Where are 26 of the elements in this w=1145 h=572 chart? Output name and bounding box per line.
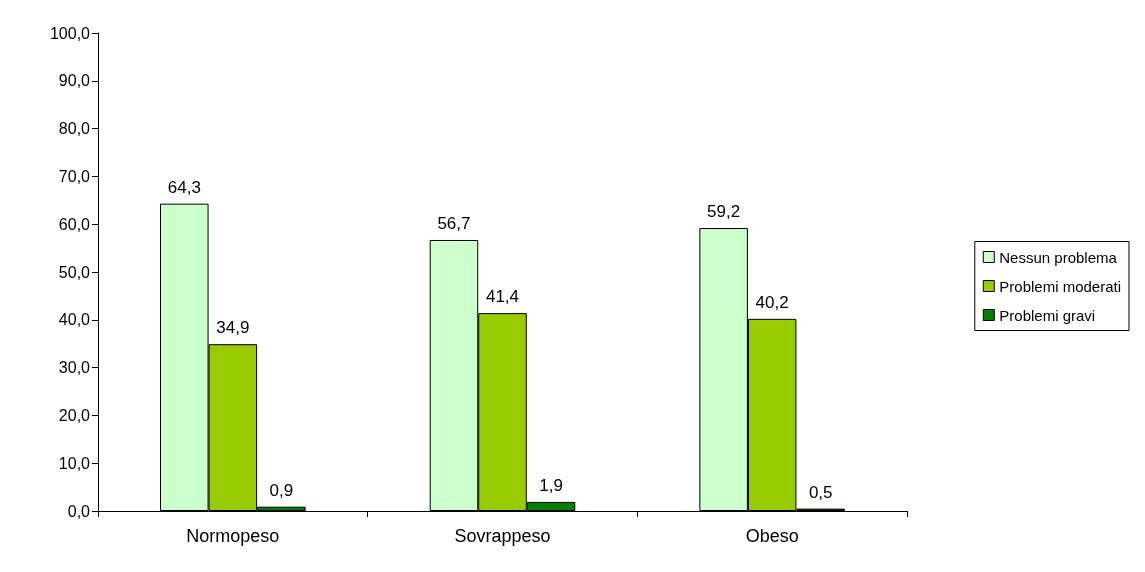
data-label: 40,2 [755,292,789,312]
x-tick-label: Normopeso [186,526,280,546]
y-tick-label: 60,0 [58,215,91,233]
y-tick-label: 10,0 [58,454,91,472]
y-tick-label: 100,0 [49,24,91,42]
data-label: 1,9 [539,475,563,495]
data-label: 34,9 [216,318,250,338]
y-tick-label: 70,0 [58,167,91,185]
data-label: 41,4 [485,287,520,307]
x-tick-label: Obeso [745,526,799,546]
data-label: 56,7 [437,213,471,233]
x-tick-label: Sovrappeso [454,526,551,546]
y-tick-label: 20,0 [58,406,91,424]
data-label: 0,9 [269,480,294,500]
y-tick-label: 0,0 [67,502,91,520]
legend-label: Nessun problema [999,248,1118,266]
data-label: 64,3 [167,177,201,197]
y-tick-label: 50,0 [58,263,91,281]
data-label: 0,5 [808,482,833,502]
y-tick-label: 90,0 [58,72,91,90]
legend-label: Problemi gravi [999,306,1096,324]
y-tick-label: 80,0 [58,120,91,138]
data-label: 59,2 [707,202,741,222]
legend-label: Problemi moderati [999,277,1121,295]
y-tick-label: 40,0 [58,311,91,329]
y-tick-label: 30,0 [58,359,91,377]
